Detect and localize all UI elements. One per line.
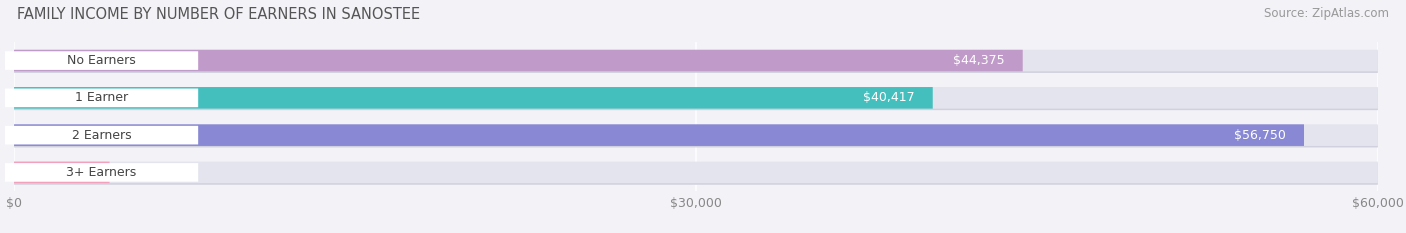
Text: 2 Earners: 2 Earners (72, 129, 131, 142)
FancyBboxPatch shape (14, 89, 1378, 110)
FancyBboxPatch shape (14, 87, 932, 109)
FancyBboxPatch shape (14, 51, 1378, 73)
FancyBboxPatch shape (6, 51, 198, 70)
FancyBboxPatch shape (14, 162, 110, 183)
FancyBboxPatch shape (14, 162, 1378, 183)
Text: $0: $0 (124, 166, 139, 179)
FancyBboxPatch shape (14, 50, 1022, 71)
FancyBboxPatch shape (6, 163, 198, 182)
Text: $56,750: $56,750 (1234, 129, 1286, 142)
FancyBboxPatch shape (6, 126, 198, 144)
FancyBboxPatch shape (14, 163, 1378, 185)
FancyBboxPatch shape (6, 89, 198, 107)
FancyBboxPatch shape (14, 87, 1378, 109)
Text: $44,375: $44,375 (953, 54, 1004, 67)
FancyBboxPatch shape (14, 124, 1303, 146)
Text: 1 Earner: 1 Earner (75, 91, 128, 104)
FancyBboxPatch shape (14, 124, 1378, 146)
Text: No Earners: No Earners (67, 54, 136, 67)
Text: Source: ZipAtlas.com: Source: ZipAtlas.com (1264, 7, 1389, 20)
Text: $40,417: $40,417 (863, 91, 914, 104)
Text: 3+ Earners: 3+ Earners (66, 166, 136, 179)
FancyBboxPatch shape (14, 50, 1378, 71)
Text: FAMILY INCOME BY NUMBER OF EARNERS IN SANOSTEE: FAMILY INCOME BY NUMBER OF EARNERS IN SA… (17, 7, 420, 22)
FancyBboxPatch shape (14, 126, 1378, 147)
